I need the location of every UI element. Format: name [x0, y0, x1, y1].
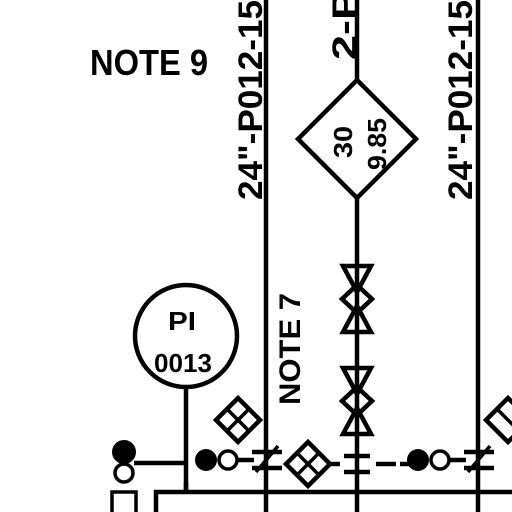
diamond-tag-bottom: 9.85	[362, 118, 392, 170]
right-line-number: 24"-P012-15	[442, 0, 480, 200]
left-line-number: 24"-P012-15	[232, 0, 270, 200]
bottom-header-outline	[153, 489, 512, 512]
center-flange-marks	[330, 453, 396, 475]
right-connection-cluster	[400, 444, 494, 474]
diamond-tag-symbol	[294, 76, 420, 202]
lower-gate-valve	[338, 365, 376, 437]
center-small-diamond	[282, 438, 334, 490]
note-9-label: NOTE 9	[90, 42, 208, 83]
left-connection-cluster	[195, 444, 282, 474]
note-7-label: NOTE 7	[274, 293, 307, 405]
diamond-tag-top: 30	[328, 126, 358, 158]
upper-gate-valve	[338, 263, 376, 335]
instrument-letters: PI	[168, 306, 196, 336]
right-small-diamond	[482, 394, 512, 446]
left-small-diamond	[212, 394, 264, 446]
instrument-number: 0013	[154, 348, 212, 378]
left-seal-cluster	[110, 440, 186, 512]
